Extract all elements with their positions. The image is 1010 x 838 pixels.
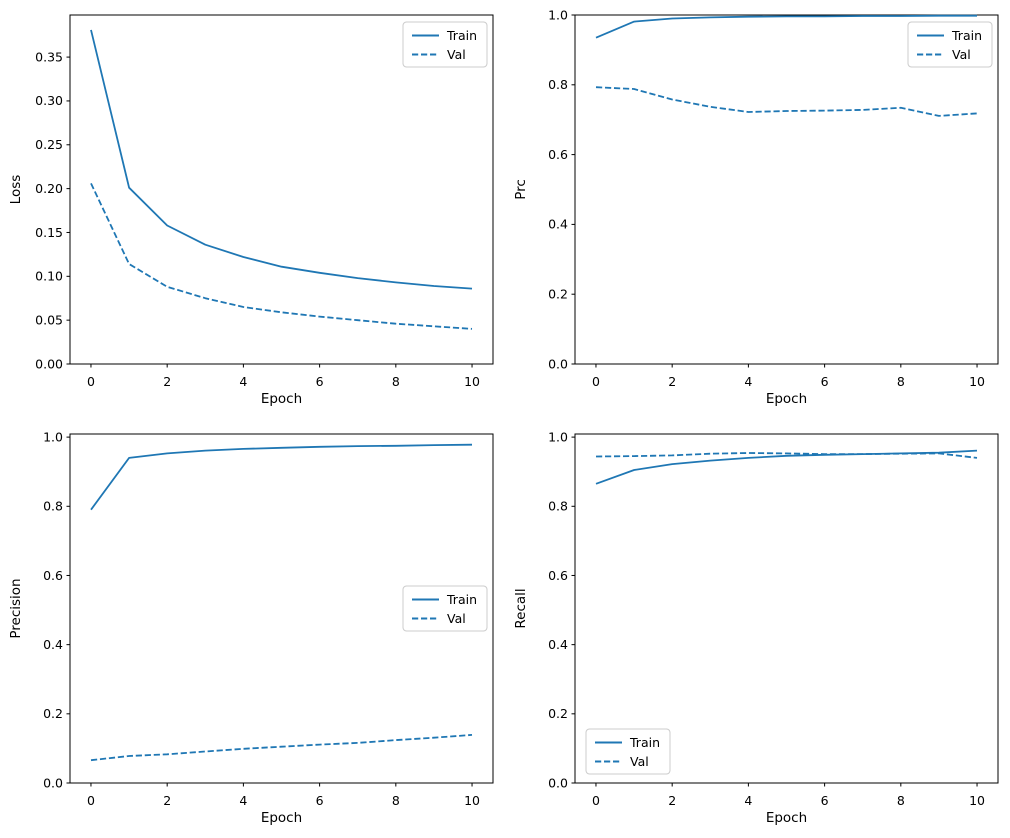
val-line [595,86,978,117]
x-tick-label: 8 [897,374,905,389]
y-tick-label: 0.4 [548,217,568,232]
chart-precision-svg: 0 2 4 6 8 10 0.0 0.2 0.4 0.6 0.8 1.0 Epoch Precision T… [8,429,494,826]
legend-train-label: Train [629,735,660,750]
x-tick-label: 6 [316,793,324,808]
x-tick-label: 10 [969,793,985,808]
axes-frame [69,14,494,365]
y-tick-label: 0.10 [35,269,63,284]
legend-box [402,21,488,68]
subplot-loss: 0 2 4 6 8 10 0.00 0.05 0.10 0.15 0.20 0.25 0.30 0.35 E… [0,0,505,419]
y-axis-label: Loss [8,175,24,205]
y-tick-label: 0.2 [43,706,63,721]
train-line [90,29,473,290]
y-axis-label: Precision [8,578,24,638]
legend: Train Val [402,585,488,632]
y-tick-label: 1.0 [548,429,568,444]
y-tick-label: 0.00 [35,356,63,371]
x-tick-label: 6 [821,374,829,389]
legend-train-label: Train [951,28,982,43]
y-tick-label: 0.15 [35,225,63,240]
x-tick-label: 4 [239,374,247,389]
x-tick-label: 8 [392,793,400,808]
y-tick-label: 0.30 [35,93,63,108]
chart-prc-svg: 0 2 4 6 8 10 0.0 0.2 0.4 0.6 0.8 1.0 Epoch Prc Train Va… [513,7,999,407]
x-axis-label: Epoch [766,391,807,407]
y-tick-label: 0.20 [35,181,63,196]
legend-val-label: Val [630,754,649,769]
y-axis-label: Prc [513,179,529,200]
x-axis-label: Epoch [766,810,807,826]
y-tick-label: 0.0 [548,775,568,790]
x-tick-label: 0 [87,374,95,389]
val-line [90,183,473,330]
y-tick-label: 0.6 [548,147,568,162]
x-tick-label: 2 [163,793,171,808]
x-tick-label: 10 [464,374,480,389]
x-tick-label: 2 [163,374,171,389]
y-axis-label: Recall [513,588,529,628]
legend-box [585,728,671,775]
y-tick-label: 0.8 [548,77,568,92]
y-tick-label: 0.8 [548,499,568,514]
x-axis-label: Epoch [261,391,302,407]
x-tick-label: 4 [239,793,247,808]
y-tick-label: 0.0 [548,356,568,371]
y-tick-label: 0.6 [43,568,63,583]
y-tick-label: 0.2 [548,706,568,721]
subplot-precision: 0 2 4 6 8 10 0.0 0.2 0.4 0.6 0.8 1.0 Epoch Precision T… [0,419,505,838]
legend-box [907,21,993,68]
x-tick-label: 4 [744,793,752,808]
y-tick-label: 0.6 [548,568,568,583]
subplot-recall: 0 2 4 6 8 10 0.0 0.2 0.4 0.6 0.8 1.0 Epoch Recall Trai… [505,419,1010,838]
y-tick-label: 0.35 [35,49,63,64]
x-tick-label: 2 [668,374,676,389]
legend-box [402,585,488,632]
y-tick-label: 0.4 [43,637,63,652]
legend-train-label: Train [446,592,477,607]
y-tick-label: 0.4 [548,637,568,652]
legend: Train Val [402,21,488,68]
x-tick-label: 10 [969,374,985,389]
axes-frame [69,433,494,784]
val-line [595,452,978,459]
x-tick-label: 6 [316,374,324,389]
x-tick-label: 8 [897,793,905,808]
val-line [90,734,473,762]
x-tick-label: 0 [592,374,600,389]
legend: Train Val [585,728,671,775]
chart-recall-svg: 0 2 4 6 8 10 0.0 0.2 0.4 0.6 0.8 1.0 Epoch Recall Trai… [513,429,999,826]
x-tick-label: 2 [668,793,676,808]
y-tick-label: 0.0 [43,775,63,790]
y-tick-label: 0.8 [43,499,63,514]
chart-loss-svg: 0 2 4 6 8 10 0.00 0.05 0.10 0.15 0.20 0.25 0.30 0.35 E… [8,14,494,407]
legend-train-label: Train [446,28,477,43]
legend-val-label: Val [447,47,466,62]
x-tick-label: 0 [87,793,95,808]
legend-val-label: Val [447,611,466,626]
y-tick-label: 0.2 [548,287,568,302]
x-tick-label: 4 [744,374,752,389]
train-line [90,443,473,511]
subplot-prc: 0 2 4 6 8 10 0.0 0.2 0.4 0.6 0.8 1.0 Epoch Prc Train Va… [505,0,1010,419]
x-tick-label: 8 [392,374,400,389]
y-tick-label: 1.0 [548,7,568,22]
x-tick-label: 10 [464,793,480,808]
axes-frame [574,433,999,784]
axes-frame [574,14,999,365]
train-line [595,14,977,39]
y-tick-label: 0.05 [35,312,63,327]
x-axis-label: Epoch [261,810,302,826]
x-tick-label: 0 [592,793,600,808]
legend: Train Val [907,21,993,68]
x-tick-label: 6 [821,793,829,808]
y-tick-label: 1.0 [43,429,63,444]
y-tick-label: 0.25 [35,137,63,152]
legend-val-label: Val [952,47,971,62]
